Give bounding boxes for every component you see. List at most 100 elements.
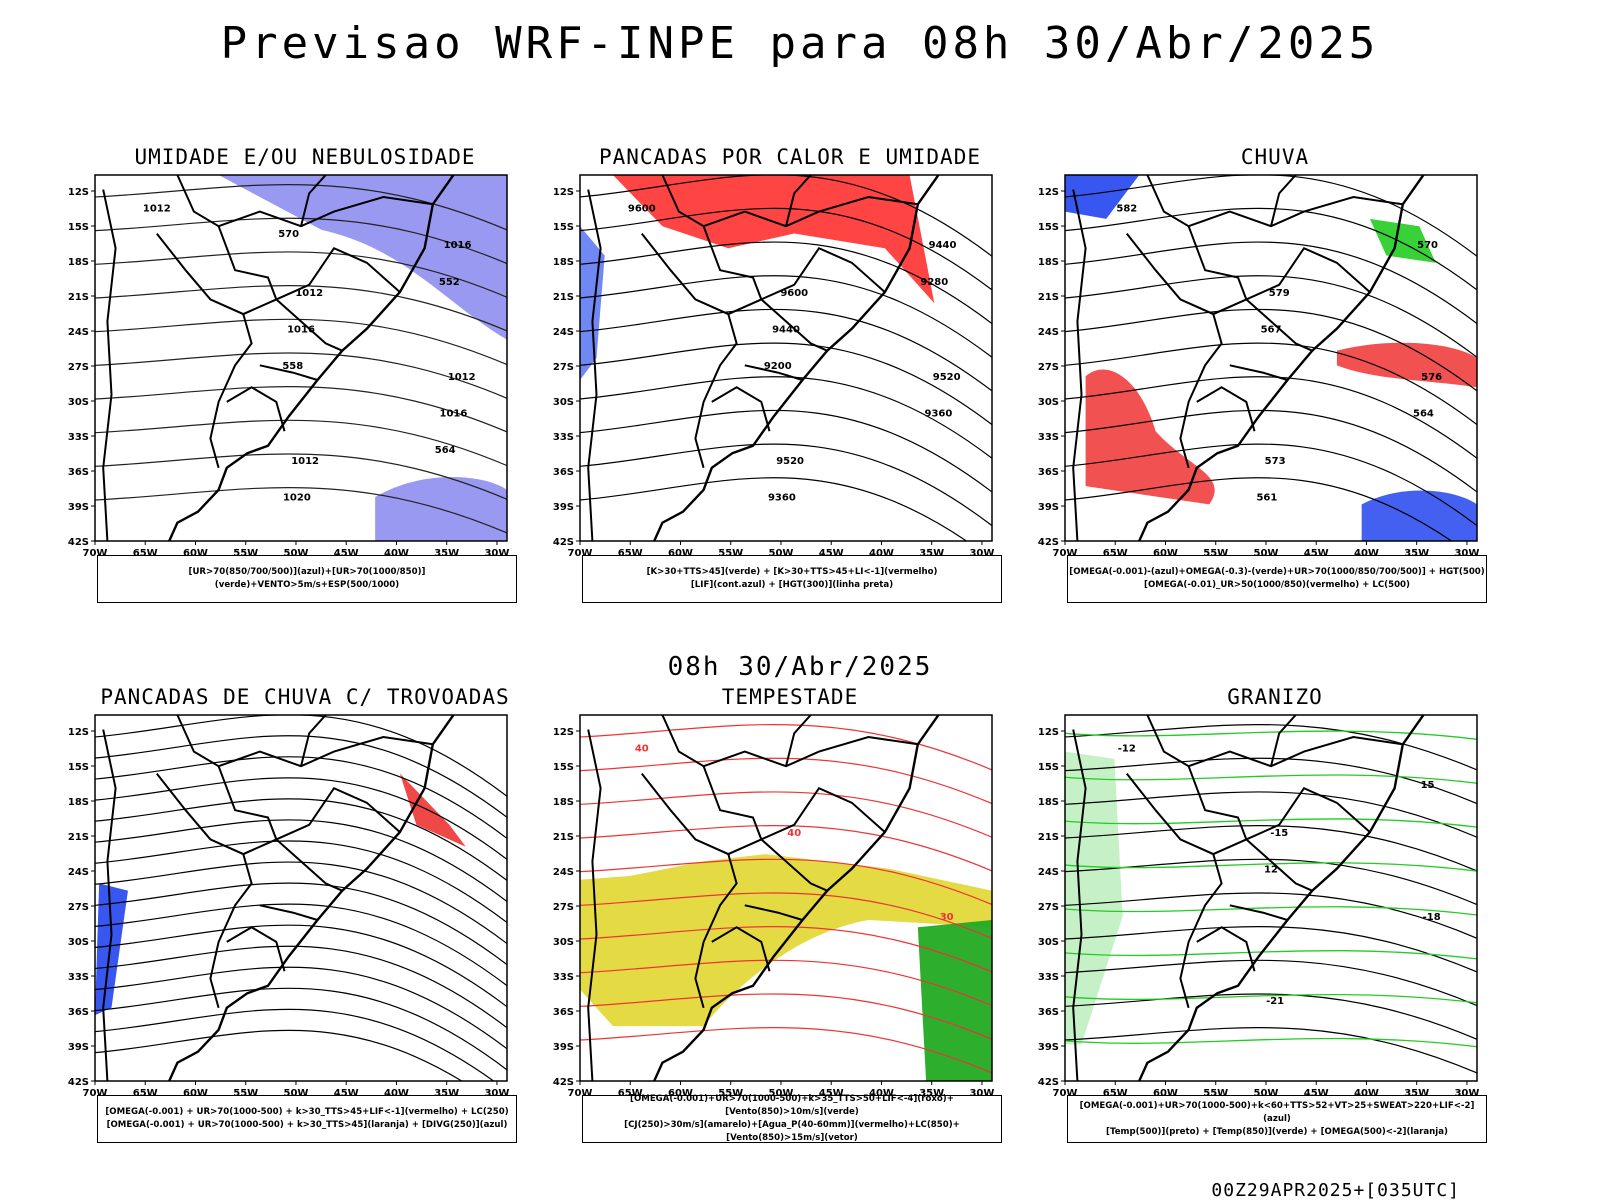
temp850-contour xyxy=(1065,862,1477,872)
lat-tick-label: 36S xyxy=(553,467,574,478)
lon-tick-label: 55W xyxy=(1203,548,1228,559)
legend-caption: [OMEGA(-0.001)-(azul)+OMEGA(-0.3)-(verde… xyxy=(1067,555,1487,603)
legend-caption: [OMEGA(-0.001)+UR>70(1000-500)+k>35_TTS>… xyxy=(582,1094,1002,1143)
temp850-contour xyxy=(1065,950,1477,960)
legend-caption-line: [OMEGA(-0.001)-(azul)+OMEGA(-0.3)-(verde… xyxy=(1069,567,1485,577)
country-border xyxy=(702,765,763,840)
contour-label: 40 xyxy=(635,744,649,755)
shaded-field xyxy=(1065,175,1140,219)
lat-tick-label: 21S xyxy=(553,292,574,303)
legend-caption-line: [Temp(500)](preto) + [Temp(850)](verde) … xyxy=(1106,1126,1448,1137)
coastline xyxy=(168,715,455,1081)
country-border xyxy=(1229,904,1288,921)
contour-line xyxy=(1065,376,1477,459)
country-border xyxy=(176,175,433,228)
lon-tick-label: 60W xyxy=(1153,548,1178,559)
map-frame xyxy=(1064,714,1478,1082)
lat-tick-label: 33S xyxy=(1038,432,1059,443)
lon-tick-label: 70W xyxy=(1053,1088,1078,1099)
lon-tick-label: 50W xyxy=(283,548,308,559)
contour-label: 30 xyxy=(940,912,954,923)
lat-tick-label: 30S xyxy=(1038,937,1059,948)
country-border xyxy=(785,175,812,227)
country-border xyxy=(1187,765,1248,840)
lat-tick-label: 18S xyxy=(553,257,574,268)
contour-line xyxy=(95,184,507,231)
lat-tick-label: 42S xyxy=(68,537,89,548)
coastline xyxy=(653,175,940,541)
contour-line xyxy=(580,993,992,1040)
contour-line xyxy=(95,251,507,298)
contour-line xyxy=(580,858,992,906)
map-canvas: 582 579 576 573 570 567 564 561 12S 15S 18S 21S 24S 2… xyxy=(1038,174,1479,559)
coastline xyxy=(653,715,940,1081)
lon-tick-label: 50W xyxy=(1253,1088,1278,1099)
lon-tick-label: 65W xyxy=(133,548,158,559)
panel-title: TEMPESTADE xyxy=(721,685,859,709)
lat-tick-label: 36S xyxy=(68,1007,89,1018)
country-border xyxy=(711,386,771,432)
lat-tick-label: 36S xyxy=(1038,1007,1059,1018)
country-border xyxy=(587,189,602,541)
lon-tick-label: 70W xyxy=(568,1088,593,1099)
legend-caption-line: [OMEGA(-0.001) + UR>70(1000-500) + k>30_… xyxy=(106,1120,508,1130)
lat-tick-label: 36S xyxy=(1038,467,1059,478)
contour-line xyxy=(580,1027,992,1074)
lat-tick-label: 15S xyxy=(1038,762,1059,773)
country-border xyxy=(102,729,117,1081)
lon-tick-label: 30W xyxy=(969,548,994,559)
contour-label: 9360 xyxy=(768,493,796,504)
contour-line xyxy=(1065,757,1477,805)
country-border xyxy=(1245,838,1313,892)
temp850-contour xyxy=(1065,774,1477,784)
contour-label: 9280 xyxy=(920,277,948,288)
country-border xyxy=(587,729,602,1081)
lon-tick-label: 30W xyxy=(1454,548,1479,559)
country-border xyxy=(209,313,253,469)
contour-line xyxy=(580,926,992,973)
lat-tick-label: 12S xyxy=(553,727,574,738)
coastline xyxy=(1138,175,1425,541)
contour-line xyxy=(580,791,992,838)
contour-label: 1016 xyxy=(287,324,315,335)
contour-line xyxy=(580,757,992,805)
contour-line xyxy=(580,825,992,872)
lat-tick-label: 24S xyxy=(68,327,89,338)
lon-tick-label: 45W xyxy=(819,1088,844,1099)
country-border xyxy=(661,175,918,228)
lon-tick-label: 35W xyxy=(1404,548,1429,559)
country-border xyxy=(711,926,771,972)
lon-tick-label: 70W xyxy=(568,548,593,559)
lat-tick-label: 30S xyxy=(553,397,574,408)
temp850-contour xyxy=(1065,1037,1477,1048)
contour-label: 582 xyxy=(1116,204,1137,215)
shaded-field xyxy=(1065,751,1123,1045)
shaded-field xyxy=(95,883,128,1016)
lat-tick-label: 12S xyxy=(68,187,89,198)
contour-label: 576 xyxy=(1421,372,1442,383)
lon-tick-label: 55W xyxy=(233,1088,258,1099)
lon-tick-label: 65W xyxy=(133,1088,158,1099)
contour-line xyxy=(1065,175,1477,257)
legend-caption: [UR>70(850/700/500)](azul)+[UR>70(1000/8… xyxy=(97,555,517,603)
country-border xyxy=(1196,386,1256,432)
lat-tick-label: 30S xyxy=(1038,397,1059,408)
country-border xyxy=(744,364,803,381)
contour-label: 9200 xyxy=(764,361,792,372)
coastline xyxy=(1138,715,1425,1081)
shaded-field xyxy=(1336,342,1477,388)
lon-tick-label: 60W xyxy=(183,1088,208,1099)
contour-line xyxy=(580,409,992,493)
contour-label: 12 xyxy=(1264,864,1278,875)
contour-label: 567 xyxy=(1261,324,1282,335)
contour-line xyxy=(95,715,507,797)
lat-tick-label: 27S xyxy=(1038,362,1059,373)
contour-label: 1020 xyxy=(283,493,311,504)
contour-label: 573 xyxy=(1265,456,1286,467)
lon-tick-label: 50W xyxy=(283,1088,308,1099)
shaded-field xyxy=(399,773,466,847)
contour-line xyxy=(1065,993,1477,1040)
contour-line xyxy=(95,861,507,945)
lon-tick-label: 30W xyxy=(1454,1088,1479,1099)
